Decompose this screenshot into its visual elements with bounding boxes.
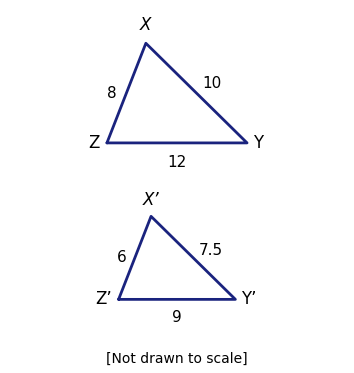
Text: 12: 12 bbox=[167, 156, 187, 170]
Text: Z’: Z’ bbox=[95, 290, 112, 308]
Text: 8: 8 bbox=[107, 85, 117, 101]
Text: 10: 10 bbox=[203, 76, 222, 91]
Text: 7.5: 7.5 bbox=[198, 242, 223, 258]
Text: Z: Z bbox=[88, 134, 99, 152]
Text: Y’: Y’ bbox=[241, 290, 256, 308]
Text: 6: 6 bbox=[117, 250, 127, 265]
Text: X: X bbox=[140, 16, 152, 34]
Text: [Not drawn to scale]: [Not drawn to scale] bbox=[106, 351, 248, 366]
Text: X’: X’ bbox=[143, 191, 159, 209]
Text: 9: 9 bbox=[172, 310, 182, 325]
Text: Y: Y bbox=[253, 134, 263, 152]
